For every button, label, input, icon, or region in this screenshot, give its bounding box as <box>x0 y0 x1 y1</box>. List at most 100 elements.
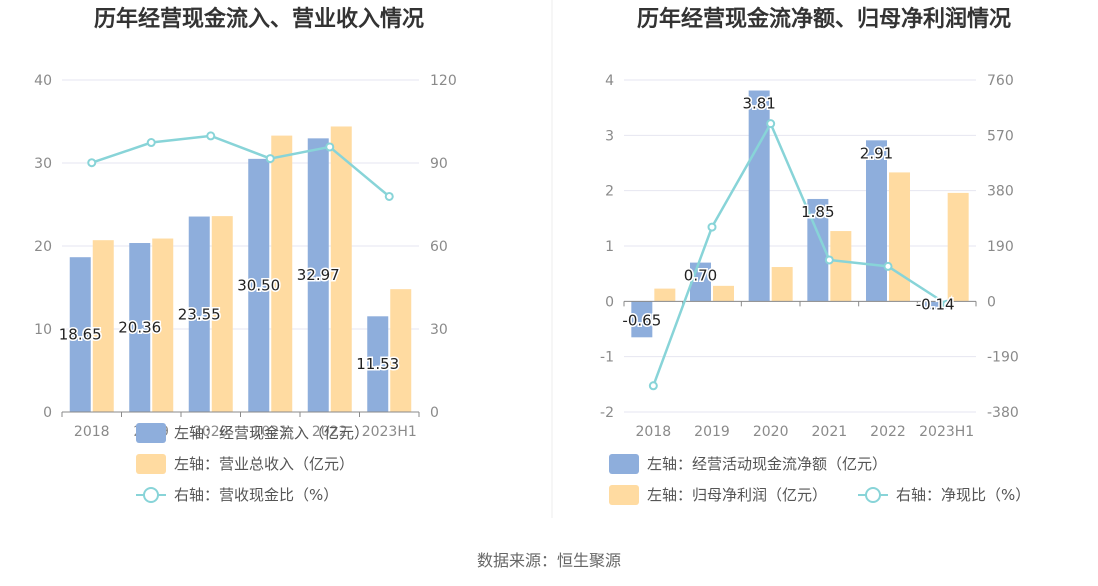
left-axis-tick-label: 30 <box>34 156 52 172</box>
bar-series-2 <box>330 126 352 412</box>
bar-series-2 <box>211 216 233 412</box>
chart-right-panel: 历年经营现金流净额、归母净利润情况 -2 -1 0 1 2 3 4 -380 -190 0 190 3… <box>600 6 1030 505</box>
bar-data-label: 23.55 <box>178 305 221 323</box>
ratio-line <box>652 120 948 387</box>
legend-label: 左轴：经营活动现金流净额（亿元） <box>647 455 887 473</box>
data-source-note: 数据来源：恒生聚源 <box>477 551 621 570</box>
bar-data-label: 30.50 <box>237 276 280 294</box>
left-axis-tick-label: 2 <box>605 184 614 200</box>
legend-label: 左轴：营业总收入（亿元） <box>174 455 354 473</box>
ratio-line-point <box>325 142 335 152</box>
bar-series-1 <box>748 90 770 302</box>
right-axis-tick-label: 380 <box>987 184 1014 200</box>
bar-series-2 <box>152 238 174 412</box>
bar-data-label: 11.53 <box>356 355 399 373</box>
ratio-line-point <box>265 154 275 164</box>
right-axis-tick-label: 190 <box>987 239 1014 255</box>
bar-series-1 <box>188 216 210 412</box>
left-axis-tick-label: 0 <box>43 405 52 421</box>
left-axis-tick-label: 1 <box>605 239 614 255</box>
bar-series-1 <box>69 257 91 412</box>
ratio-line-point <box>824 255 834 265</box>
right-axis-tick-label: -380 <box>987 405 1019 421</box>
bar-data-label: 1.85 <box>801 203 834 221</box>
legend-swatch-bar <box>136 423 166 443</box>
bar-series-2 <box>830 231 852 302</box>
right-axis-tick-label: 0 <box>430 405 439 421</box>
right-axis-tick-label: 60 <box>430 239 448 255</box>
right-axis-tick-label: 30 <box>430 322 448 338</box>
bar-data-label: -0.14 <box>916 295 955 313</box>
bar-data-label: 20.36 <box>118 319 161 337</box>
legend-swatch-point <box>865 487 881 503</box>
chart-left-panel: 历年经营现金流入、营业收入情况 0 10 20 30 40 0 30 60 90 120 2018 2… <box>34 6 457 504</box>
category-label: 2020 <box>753 424 789 440</box>
category-label: 2021 <box>252 424 288 440</box>
bar-series-1 <box>367 316 389 412</box>
ratio-line-point <box>206 131 216 141</box>
bar-series-2 <box>889 172 910 302</box>
bar-data-label: 3.81 <box>742 95 775 113</box>
ratio-line-point <box>883 261 893 271</box>
ratio-line-point <box>942 299 952 309</box>
right-axis-tick-label: 570 <box>987 128 1014 144</box>
legend-label: 左轴：归母净利润（亿元） <box>647 486 827 504</box>
legend-label: 右轴：净现比（%） <box>896 486 1030 504</box>
bar-series-2 <box>92 240 114 412</box>
legend-swatch-point <box>143 487 159 503</box>
category-label: 2023H1 <box>362 424 417 440</box>
right-axis-tick-label: 120 <box>430 73 457 89</box>
legend-swatch-bar <box>609 454 639 474</box>
legend-label: 左轴：经营现金流入（亿元） <box>174 424 369 442</box>
bar-data-label: 0.70 <box>684 267 717 285</box>
right-axis-tick-label: 0 <box>987 294 996 310</box>
category-label: 2019 <box>694 424 730 440</box>
left-axis-tick-label: 0 <box>605 294 614 310</box>
bar-data-label: -0.65 <box>622 311 661 329</box>
category-label: 2022 <box>312 424 348 440</box>
right-axis-tick-label: 760 <box>987 73 1014 89</box>
ratio-line-point <box>766 119 776 129</box>
ratio-line-point <box>87 158 97 168</box>
bar-series-2 <box>771 267 793 302</box>
bar-series-1 <box>129 243 151 412</box>
bar-series-2 <box>947 192 969 302</box>
bar-series-1 <box>248 158 270 412</box>
bar-series-1 <box>866 140 887 302</box>
category-label: 2018 <box>74 424 110 440</box>
left-axis-tick-label: 3 <box>605 128 614 144</box>
category-label: 2022 <box>870 424 906 440</box>
category-label: 2023H1 <box>919 424 974 440</box>
left-axis-tick-label: -2 <box>600 405 614 421</box>
bar-series-1 <box>807 198 829 302</box>
bar-series-1 <box>307 138 329 412</box>
bar-series-2 <box>654 288 676 302</box>
left-axis-tick-label: 20 <box>34 239 52 255</box>
ratio-line-point <box>146 138 156 148</box>
bar-series-1 <box>924 301 946 310</box>
bar-series-1 <box>631 301 653 338</box>
ratio-line-point <box>648 381 658 391</box>
legend-label: 右轴：营收现金比（%） <box>174 486 338 504</box>
ratio-line-point <box>384 191 394 201</box>
bar-data-label: 18.65 <box>59 326 102 344</box>
legend-swatch-bar <box>609 485 639 505</box>
category-label: 2021 <box>812 424 848 440</box>
right-axis-tick-label: -190 <box>987 350 1019 366</box>
bar-series-2 <box>390 289 412 412</box>
left-chart-title: 历年经营现金流入、营业收入情况 <box>94 6 424 32</box>
left-axis-tick-label: 40 <box>34 73 52 89</box>
right-axis-tick-label: 90 <box>430 156 448 172</box>
bar-data-label: 32.97 <box>297 266 340 284</box>
left-axis-tick-label: 4 <box>605 73 614 89</box>
category-label: 2018 <box>636 424 672 440</box>
ratio-line-point <box>707 222 717 232</box>
category-label: 2020 <box>193 424 229 440</box>
bar-series-2 <box>713 285 734 302</box>
ratio-line <box>91 134 391 198</box>
bar-series-2 <box>271 135 293 413</box>
right-chart-title: 历年经营现金流净额、归母净利润情况 <box>637 6 1011 32</box>
bar-data-label: 2.91 <box>860 144 893 162</box>
left-axis-tick-label: -1 <box>600 350 614 366</box>
